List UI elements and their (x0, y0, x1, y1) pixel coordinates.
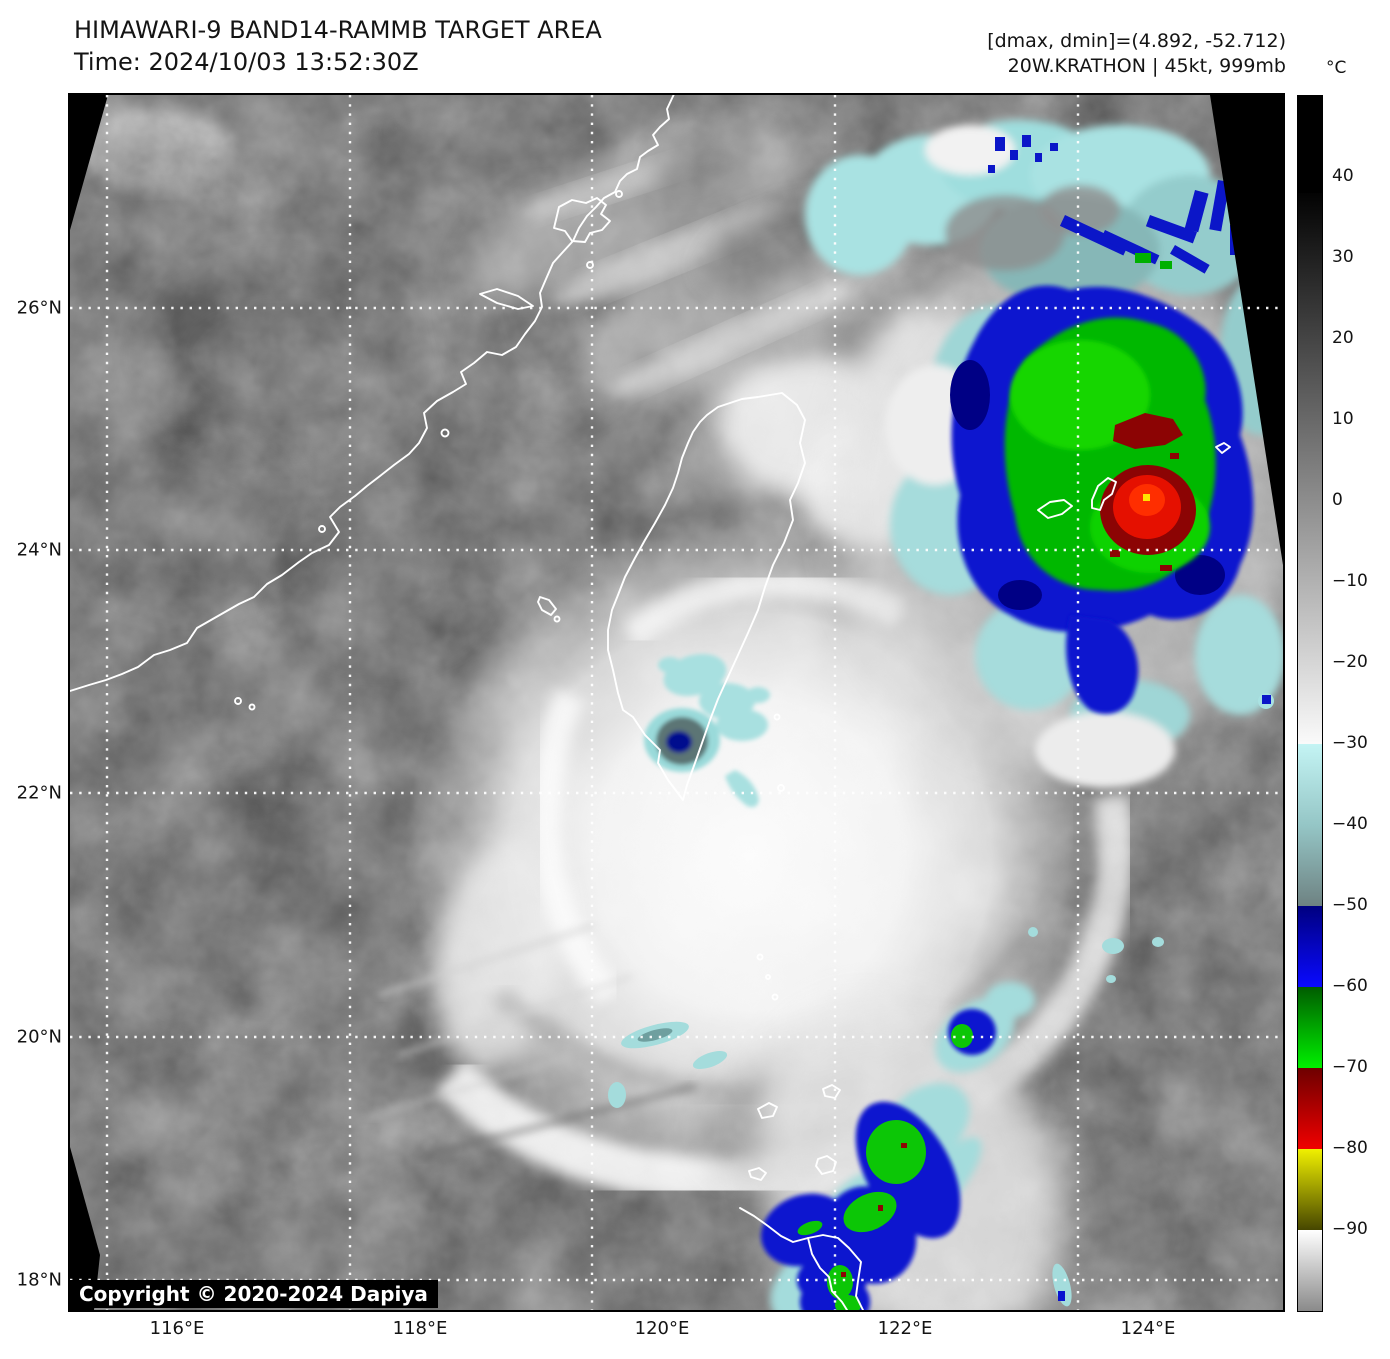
colorbar-segment (1298, 824, 1322, 906)
colorbar-segment (1298, 905, 1322, 987)
satellite-image (70, 95, 1283, 1310)
penghu-islands (537, 596, 557, 616)
china-coastline (70, 95, 675, 692)
elongated-island (479, 288, 534, 310)
babuyan-islands (822, 1084, 841, 1099)
colorbar-tick-label: 20 (1332, 328, 1354, 348)
colorbar-tick-label: −50 (1332, 895, 1368, 915)
cirrus-streaks (367, 923, 696, 1161)
island-cluster (553, 197, 611, 243)
longitude-tick-label: 124°E (1120, 1318, 1176, 1339)
colorbar-segment (1298, 193, 1322, 744)
copyright-badge: Copyright © 2020-2024 Dapiya (70, 1280, 438, 1308)
colorbar-segment (1298, 96, 1322, 194)
latitude-tick-label: 26°N (16, 297, 62, 319)
colorbar-tick-label: −40 (1332, 814, 1368, 834)
colorbar-segment (1298, 743, 1322, 825)
longitude-tick-label: 120°E (634, 1318, 690, 1339)
colorbar-tick-label: −70 (1332, 1057, 1368, 1077)
colorbar-tick-label: −60 (1332, 976, 1368, 996)
product-time: Time: 2024/10/03 13:52:30Z (74, 48, 419, 76)
colorbar-segment (1298, 1148, 1322, 1230)
latitude-tick-label: 20°N (16, 1026, 62, 1048)
colorbar-tick-label: 10 (1332, 409, 1354, 429)
graticule (70, 95, 1283, 1310)
mcs-core (950, 285, 1254, 714)
latitude-tick-label: 22°N (16, 782, 62, 804)
convective-band-south (761, 982, 1072, 1310)
yaeyama-islands (1037, 499, 1073, 519)
eye-region-cold-patches (644, 653, 770, 808)
colorbar-tick-label: −20 (1332, 652, 1368, 672)
colorbar-tick-label: 0 (1332, 490, 1343, 510)
colorbar-tick-label: −80 (1332, 1138, 1368, 1158)
latitude-tick-label: 18°N (16, 1269, 62, 1291)
product-title: HIMAWARI-9 BAND14-RAMMB TARGET AREA (74, 16, 602, 44)
longitude-tick-label: 118°E (392, 1318, 448, 1339)
colorbar-tick-label: −90 (1332, 1219, 1368, 1239)
colorbar-segment (1298, 986, 1322, 1068)
storm-info-annotation: 20W.KRATHON | 45kt, 999mb (1007, 55, 1286, 77)
luzon-coastline (739, 1207, 864, 1310)
map-frame: Copyright © 2020-2024 Dapiya (68, 93, 1285, 1312)
colorbar-gradient (1298, 96, 1322, 1311)
colorbar-tick-label: −30 (1332, 733, 1368, 753)
colorbar-segment (1298, 1229, 1322, 1311)
colorbar-tick-label: 40 (1332, 166, 1354, 186)
scattered-cold-bits (608, 927, 1164, 1108)
data-edge-mask (70, 95, 1283, 1310)
colorbar-segment (1298, 1067, 1322, 1149)
colorbar-tick-label: 30 (1332, 247, 1354, 267)
colorbar-tick-label: −10 (1332, 571, 1368, 591)
longitude-tick-label: 122°E (877, 1318, 933, 1339)
dmax-dmin-annotation: [dmax, dmin]=(4.892, -52.712) (987, 30, 1286, 52)
longitude-tick-label: 116°E (149, 1318, 205, 1339)
latitude-tick-label: 24°N (16, 539, 62, 561)
colorbar-unit-label: °C (1326, 58, 1347, 78)
coastlines (70, 95, 1231, 1310)
colorbar (1297, 95, 1323, 1312)
coldest-pixel-marker (1143, 494, 1150, 501)
